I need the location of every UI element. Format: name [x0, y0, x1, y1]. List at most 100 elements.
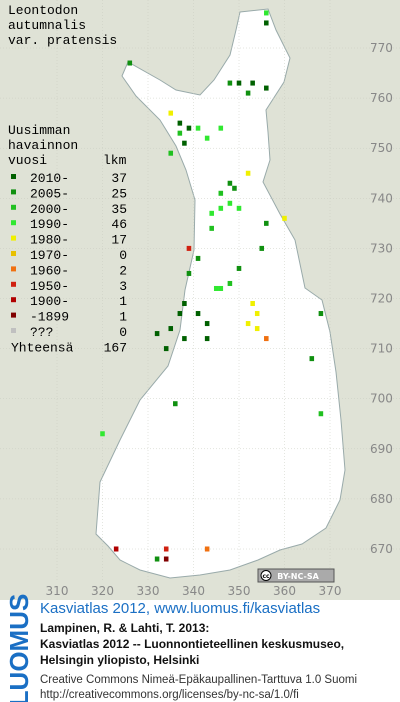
occurrence-square — [195, 255, 201, 261]
citation: Kasviatlas 2012 -- Luonnontieteellinen k… — [40, 637, 344, 651]
occurrence-square — [259, 245, 265, 251]
legend-heading: vuosi — [8, 153, 47, 168]
occurrence-square — [209, 210, 214, 216]
legend-count: 3 — [119, 279, 127, 294]
legend-label: 1900- — [30, 294, 69, 309]
occurrence-square — [264, 220, 269, 226]
occurrence-square — [186, 125, 192, 131]
legend-swatch — [11, 235, 16, 241]
legend-label: 1980- — [30, 233, 69, 248]
occurrence-square — [177, 120, 183, 126]
title-line: autumnalis — [8, 18, 86, 33]
x-tick-label: 370 — [319, 584, 342, 598]
occurrence-square — [227, 80, 233, 86]
legend-count: 2 — [119, 263, 127, 278]
occurrence-square — [309, 356, 315, 362]
y-tick-label: 730 — [370, 241, 393, 255]
occurrence-square — [195, 125, 201, 131]
legend-swatch — [11, 220, 16, 226]
legend-heading: havainnon — [8, 138, 78, 153]
logo: LUOMUS — [4, 594, 34, 702]
occurrence-square — [163, 546, 169, 552]
legend-count: 0 — [119, 325, 127, 340]
legend-swatch — [11, 204, 16, 210]
occurrence-square — [227, 180, 233, 186]
y-tick-label: 670 — [370, 542, 393, 556]
badge-text: BY-NC-SA — [277, 572, 319, 581]
legend-count: 46 — [111, 217, 127, 232]
occurrence-square — [264, 10, 269, 16]
y-tick-label: 770 — [370, 41, 393, 55]
grid — [0, 0, 400, 580]
legend-heading: Uusimman — [8, 123, 70, 138]
occurrence-square — [173, 401, 178, 407]
occurrence-square — [250, 80, 255, 86]
title-line: Leontodon — [8, 3, 78, 18]
legend-swatch — [11, 251, 16, 256]
license-badge: cc BY-NC-SA — [257, 568, 335, 583]
occurrence-square — [168, 150, 174, 156]
legend-total: 167 — [104, 340, 127, 355]
occurrence-square — [163, 556, 169, 562]
occurrence-square — [264, 336, 269, 342]
legend-label: 2010- — [30, 171, 69, 186]
y-tick-label: 690 — [370, 442, 393, 456]
x-tick-label: 340 — [182, 584, 205, 598]
license: http://creativecommons.org/licenses/by-n… — [40, 689, 299, 701]
legend-count: 37 — [111, 171, 127, 186]
legend-count-heading: lkm — [103, 153, 127, 168]
occurrence-square — [113, 546, 119, 552]
citation: Lampinen, R. & Lahti, T. 2013: — [40, 621, 209, 635]
citation: Helsingin yliopisto, Helsinki — [40, 653, 199, 667]
legend-count: 1 — [119, 310, 127, 325]
occurrence-square — [182, 301, 187, 307]
legend-swatch — [11, 266, 16, 272]
occurrence-square — [177, 311, 183, 317]
legend-swatch — [11, 281, 16, 287]
x-tick-label: 320 — [91, 584, 114, 598]
y-tick-label: 720 — [370, 292, 393, 306]
badge-cc: cc — [262, 573, 270, 580]
y-tick-label: 750 — [370, 141, 393, 155]
y-tick-label: 680 — [370, 492, 393, 506]
occurrence-square — [154, 556, 160, 562]
occurrence-square — [154, 331, 160, 337]
occurrence-square — [236, 265, 242, 271]
occurrence-square — [245, 90, 251, 96]
legend-swatch — [11, 328, 16, 333]
legend-label: 1990- — [30, 217, 69, 232]
y-tick-label: 740 — [370, 191, 393, 205]
x-tick-label: 310 — [46, 584, 69, 598]
occurrence-square — [186, 245, 192, 251]
badge-circle — [260, 570, 272, 581]
legend-count: 25 — [111, 186, 127, 201]
legend-label: 2005- — [30, 186, 69, 201]
occurrence-square — [168, 110, 174, 116]
x-tick-label: 350 — [228, 584, 251, 598]
occurrence-square — [213, 285, 219, 291]
occurrence-square — [232, 185, 237, 191]
y-tick-label: 710 — [370, 342, 393, 356]
occurrence-square — [218, 125, 224, 131]
x-tick-label: 330 — [137, 584, 160, 598]
occurrence-square — [195, 311, 201, 317]
site-link: Kasviatlas 2012, www.luomus.fi/kasviatla… — [40, 600, 320, 617]
y-tick-label: 760 — [370, 91, 393, 105]
x-tick-label: 360 — [273, 584, 296, 598]
legend-label: 1970- — [30, 248, 69, 263]
occurrence-square — [318, 311, 324, 317]
occurrence-square — [245, 321, 251, 327]
title: Leontodon autumnalis var. pratensis — [8, 3, 117, 48]
legend-swatch — [11, 189, 16, 195]
occurrence-square — [264, 85, 269, 91]
occurrence-square — [186, 270, 192, 276]
occurrence-square — [250, 301, 255, 307]
occurrence-square — [204, 546, 210, 552]
occurrence-square — [227, 200, 233, 206]
occurrence-square — [127, 60, 133, 66]
legend-swatch — [11, 312, 16, 318]
license: Creative Commons Nimeä-Epäkaupallinen-Ta… — [40, 674, 357, 686]
occurrence-square — [182, 140, 187, 146]
legend-count: 17 — [111, 233, 127, 248]
